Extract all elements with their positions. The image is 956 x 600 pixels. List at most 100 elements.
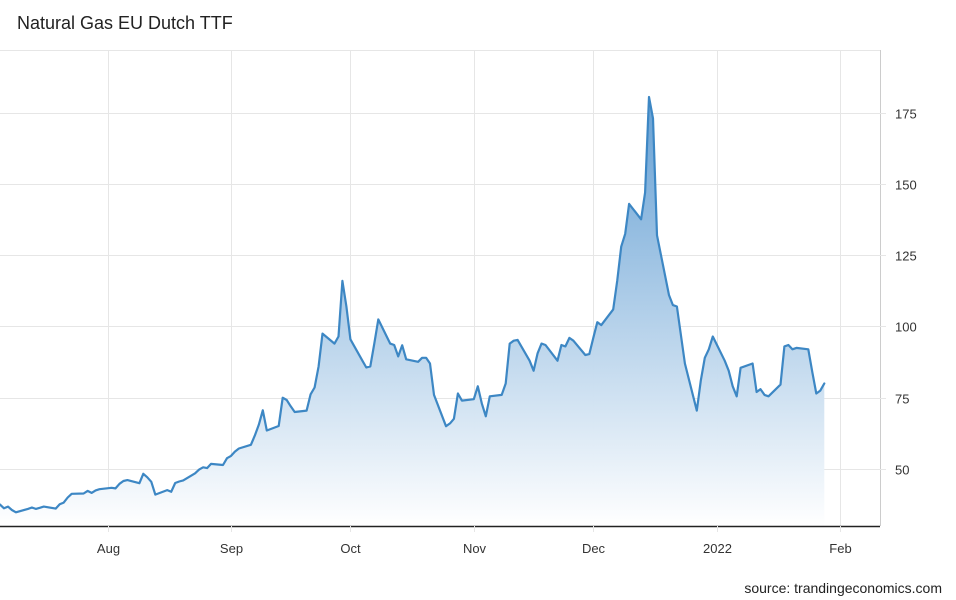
data-point (473, 398, 475, 400)
data-point (286, 399, 288, 401)
data-point (222, 464, 224, 466)
data-point (600, 324, 602, 326)
x-tick-label: Oct (340, 541, 361, 556)
data-point (588, 353, 590, 355)
data-point (55, 508, 57, 510)
data-point (11, 509, 13, 511)
data-point (202, 466, 204, 468)
data-point (43, 506, 45, 508)
chart-title: Natural Gas EU Dutch TTF (17, 13, 233, 33)
data-point (59, 503, 61, 505)
data-point (648, 96, 650, 98)
data-point (557, 360, 559, 362)
data-point (397, 355, 399, 357)
x-tick-label: Nov (463, 541, 487, 556)
data-point (345, 306, 347, 308)
data-point (318, 365, 320, 367)
data-point (87, 490, 89, 492)
y-tick-label: 175 (895, 107, 917, 122)
data-point (509, 343, 511, 345)
data-point (811, 371, 813, 373)
data-point (740, 367, 742, 369)
x-axis-ticks: Aug Sep Oct Nov Dec 2022 Feb (97, 526, 852, 556)
data-point (322, 333, 324, 335)
data-point (768, 395, 770, 397)
data-point (91, 492, 93, 494)
y-tick-label: 125 (895, 249, 917, 264)
data-point (752, 363, 754, 365)
data-point (266, 430, 268, 432)
data-point (712, 336, 714, 338)
data-point (787, 344, 789, 346)
data-point (676, 306, 678, 308)
data-point (27, 508, 29, 510)
data-point (230, 455, 232, 457)
data-point (170, 491, 172, 493)
data-point (238, 448, 240, 450)
data-point (596, 321, 598, 323)
data-point (119, 483, 121, 485)
data-point (501, 394, 503, 396)
data-point (449, 422, 451, 424)
data-point (640, 218, 642, 220)
data-point (150, 481, 152, 483)
data-point (807, 348, 809, 350)
x-tick-label: Feb (829, 541, 851, 556)
data-point (672, 304, 674, 306)
data-point (568, 337, 570, 339)
data-point (338, 336, 340, 338)
data-point (429, 363, 431, 365)
data-point (624, 233, 626, 235)
data-point (445, 425, 447, 427)
data-point (174, 482, 176, 484)
data-point (7, 506, 9, 508)
data-point (461, 400, 463, 402)
data-point (15, 511, 17, 513)
data-point (425, 357, 427, 359)
data-point (258, 424, 260, 426)
data-point (369, 365, 371, 367)
data-point (517, 339, 519, 341)
data-point (477, 385, 479, 387)
data-point (341, 280, 343, 282)
data-point (453, 418, 455, 420)
data-point (31, 507, 33, 509)
data-point (485, 415, 487, 417)
data-point (764, 394, 766, 396)
data-point (290, 405, 292, 407)
data-point (83, 493, 85, 495)
data-point (226, 457, 228, 459)
data-point (564, 345, 566, 347)
data-point (405, 358, 407, 360)
data-point (182, 479, 184, 481)
data-point (194, 472, 196, 474)
plot-area (0, 95, 826, 526)
data-point (696, 410, 698, 412)
data-point (700, 380, 702, 382)
data-point (3, 507, 5, 509)
data-point (533, 370, 535, 372)
data-point (71, 493, 73, 495)
data-point (668, 294, 670, 296)
data-point (111, 487, 113, 489)
data-point (306, 410, 308, 412)
data-point (310, 393, 312, 395)
data-point (620, 246, 622, 248)
data-point (254, 435, 256, 437)
data-point (282, 397, 284, 399)
data-point (154, 494, 156, 496)
data-point (791, 348, 793, 350)
data-point (349, 338, 351, 340)
data-point (756, 391, 758, 393)
source-label: source: trandingeconomics.com (744, 580, 942, 596)
data-point (537, 352, 539, 354)
data-point (122, 480, 124, 482)
data-point (278, 425, 280, 427)
data-point (545, 344, 547, 346)
data-point (389, 343, 391, 345)
data-point (262, 409, 264, 411)
data-point (481, 402, 483, 404)
data-point (819, 390, 821, 392)
data-point (760, 388, 762, 390)
